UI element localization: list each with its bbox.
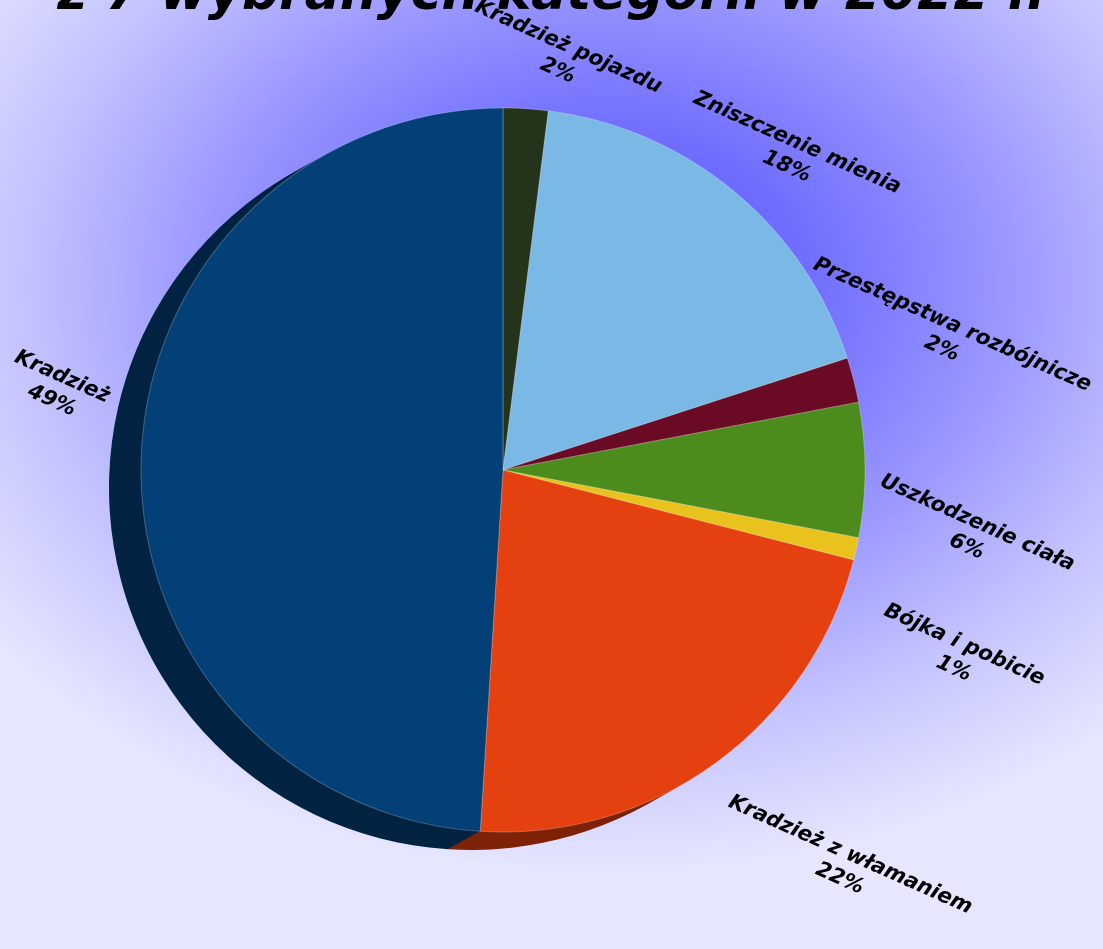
pie-slice-kradziez bbox=[140, 107, 504, 832]
slice-label: Przestępstwa rozbójnicze bbox=[810, 251, 1095, 396]
pie-slice-przestepstwa-rozbojnicze bbox=[502, 357, 860, 471]
pie-slice-kradziez-z-wlamaniem bbox=[479, 469, 855, 833]
chart-title: z 7 wybranych kategorii w 2022 r. bbox=[0, 0, 1103, 22]
slice-label: Kradzież z włamaniem bbox=[725, 789, 976, 918]
pie-slice-bojka-i-pobicie bbox=[502, 469, 860, 561]
pie-slice-zniszczenie-mienia bbox=[502, 110, 848, 471]
pie-slice-kradziez-pojazdu bbox=[502, 107, 549, 471]
pie-slice-uszkodzenie-ciala bbox=[502, 401, 866, 539]
